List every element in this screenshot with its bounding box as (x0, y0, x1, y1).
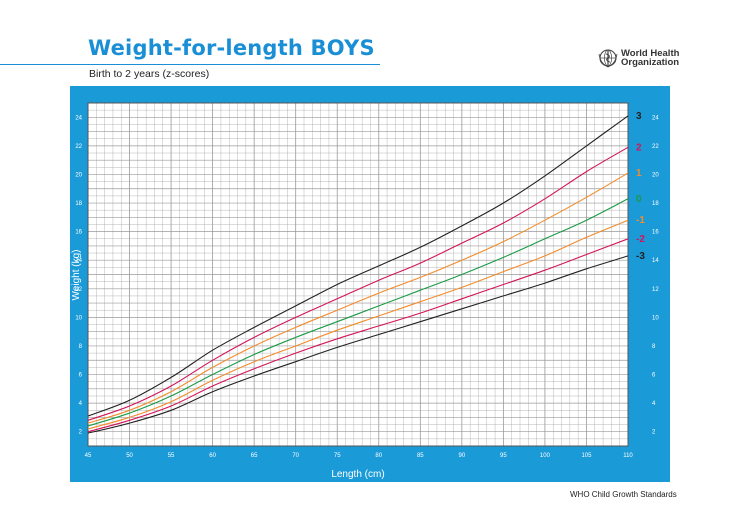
x-axis-label: Length (cm) (331, 469, 384, 480)
y-tick-label-left: 12 (75, 287, 82, 293)
y-tick-label-right: 8 (652, 344, 656, 350)
y-tick-label-right: 18 (652, 201, 659, 207)
x-tick-label: 90 (459, 453, 466, 459)
z-label-3: 3 (636, 111, 642, 122)
z-curve-0 (87, 198, 629, 427)
y-tick-label-right: 20 (652, 172, 659, 178)
y-tick-label-right: 10 (652, 315, 659, 321)
z-label-minus2: -2 (636, 234, 645, 245)
x-tick-label: 95 (500, 453, 507, 459)
plot-frame (87, 102, 629, 447)
z-label-0: 0 (636, 194, 642, 205)
z-score-labels: 3 2 1 0 -1 -2 -3 (636, 111, 645, 262)
chart-subtitle: Birth to 2 years (z-scores) (89, 68, 210, 80)
z-curve-2 (87, 146, 629, 421)
x-tick-label: 70 (292, 453, 299, 459)
x-tick-label: 60 (209, 453, 216, 459)
x-tick-labels: 45 50 55 60 65 70 75 80 85 90 95 100 105 110 (85, 453, 634, 459)
z-curve-minus3 (87, 255, 629, 434)
y-tick-label-right: 12 (652, 287, 659, 293)
chart-title: Weight-for-length BOYS (88, 36, 375, 60)
y-tick-label-right: 6 (652, 373, 656, 379)
y-tick-label-right: 2 (652, 430, 656, 436)
x-tick-label: 45 (85, 453, 92, 459)
x-tick-label: 85 (417, 453, 424, 459)
y-tick-label-left: 18 (75, 201, 82, 207)
z-curve-1 (87, 172, 629, 424)
z-label-1: 1 (636, 168, 642, 179)
y-tick-label-left: 16 (75, 230, 82, 236)
footer-source: WHO Child Growth Standards (570, 490, 677, 499)
z-curve-minus2 (87, 238, 629, 433)
y-tick-label-right: 24 (652, 115, 659, 121)
y-tick-label-right: 14 (652, 258, 659, 264)
y-tick-label-right: 16 (652, 230, 659, 236)
y-tick-label-left: 20 (75, 172, 82, 178)
y-tick-label-left: 10 (75, 315, 82, 321)
z-label-minus1: -1 (636, 215, 645, 226)
who-logo: World Health Organization (598, 48, 697, 68)
x-tick-label: 100 (540, 453, 551, 459)
y-tick-label-left: 22 (75, 144, 82, 150)
x-tick-label: 65 (251, 453, 258, 459)
z-curve-minus1 (87, 219, 629, 430)
x-tick-label: 80 (375, 453, 382, 459)
x-tick-label: 55 (168, 453, 175, 459)
y-tick-label-left: 24 (75, 115, 82, 121)
y-axis-label: Weight (kg) (71, 250, 82, 301)
who-name: World Health Organization (621, 48, 680, 68)
plot-border (87, 102, 629, 447)
z-label-minus3: -3 (636, 251, 645, 262)
y-tick-label-right: 22 (652, 144, 659, 150)
z-score-curves (87, 115, 629, 434)
y-tick-label-left: 14 (75, 258, 82, 264)
y-tick-label-left: 4 (79, 401, 83, 407)
x-tick-label: 50 (126, 453, 133, 459)
x-tick-label: 75 (334, 453, 341, 459)
z-curve-3 (87, 115, 629, 417)
z-label-2: 2 (636, 142, 642, 153)
y-tick-label-left: 2 (79, 430, 83, 436)
who-emblem-icon (598, 49, 618, 68)
title-rule (0, 64, 380, 65)
x-tick-label: 110 (623, 453, 633, 459)
y-tick-label-right: 4 (652, 401, 656, 407)
y-tick-label-left: 8 (79, 344, 83, 350)
x-tick-label: 105 (581, 453, 592, 459)
y-tick-label-left: 6 (79, 373, 83, 379)
